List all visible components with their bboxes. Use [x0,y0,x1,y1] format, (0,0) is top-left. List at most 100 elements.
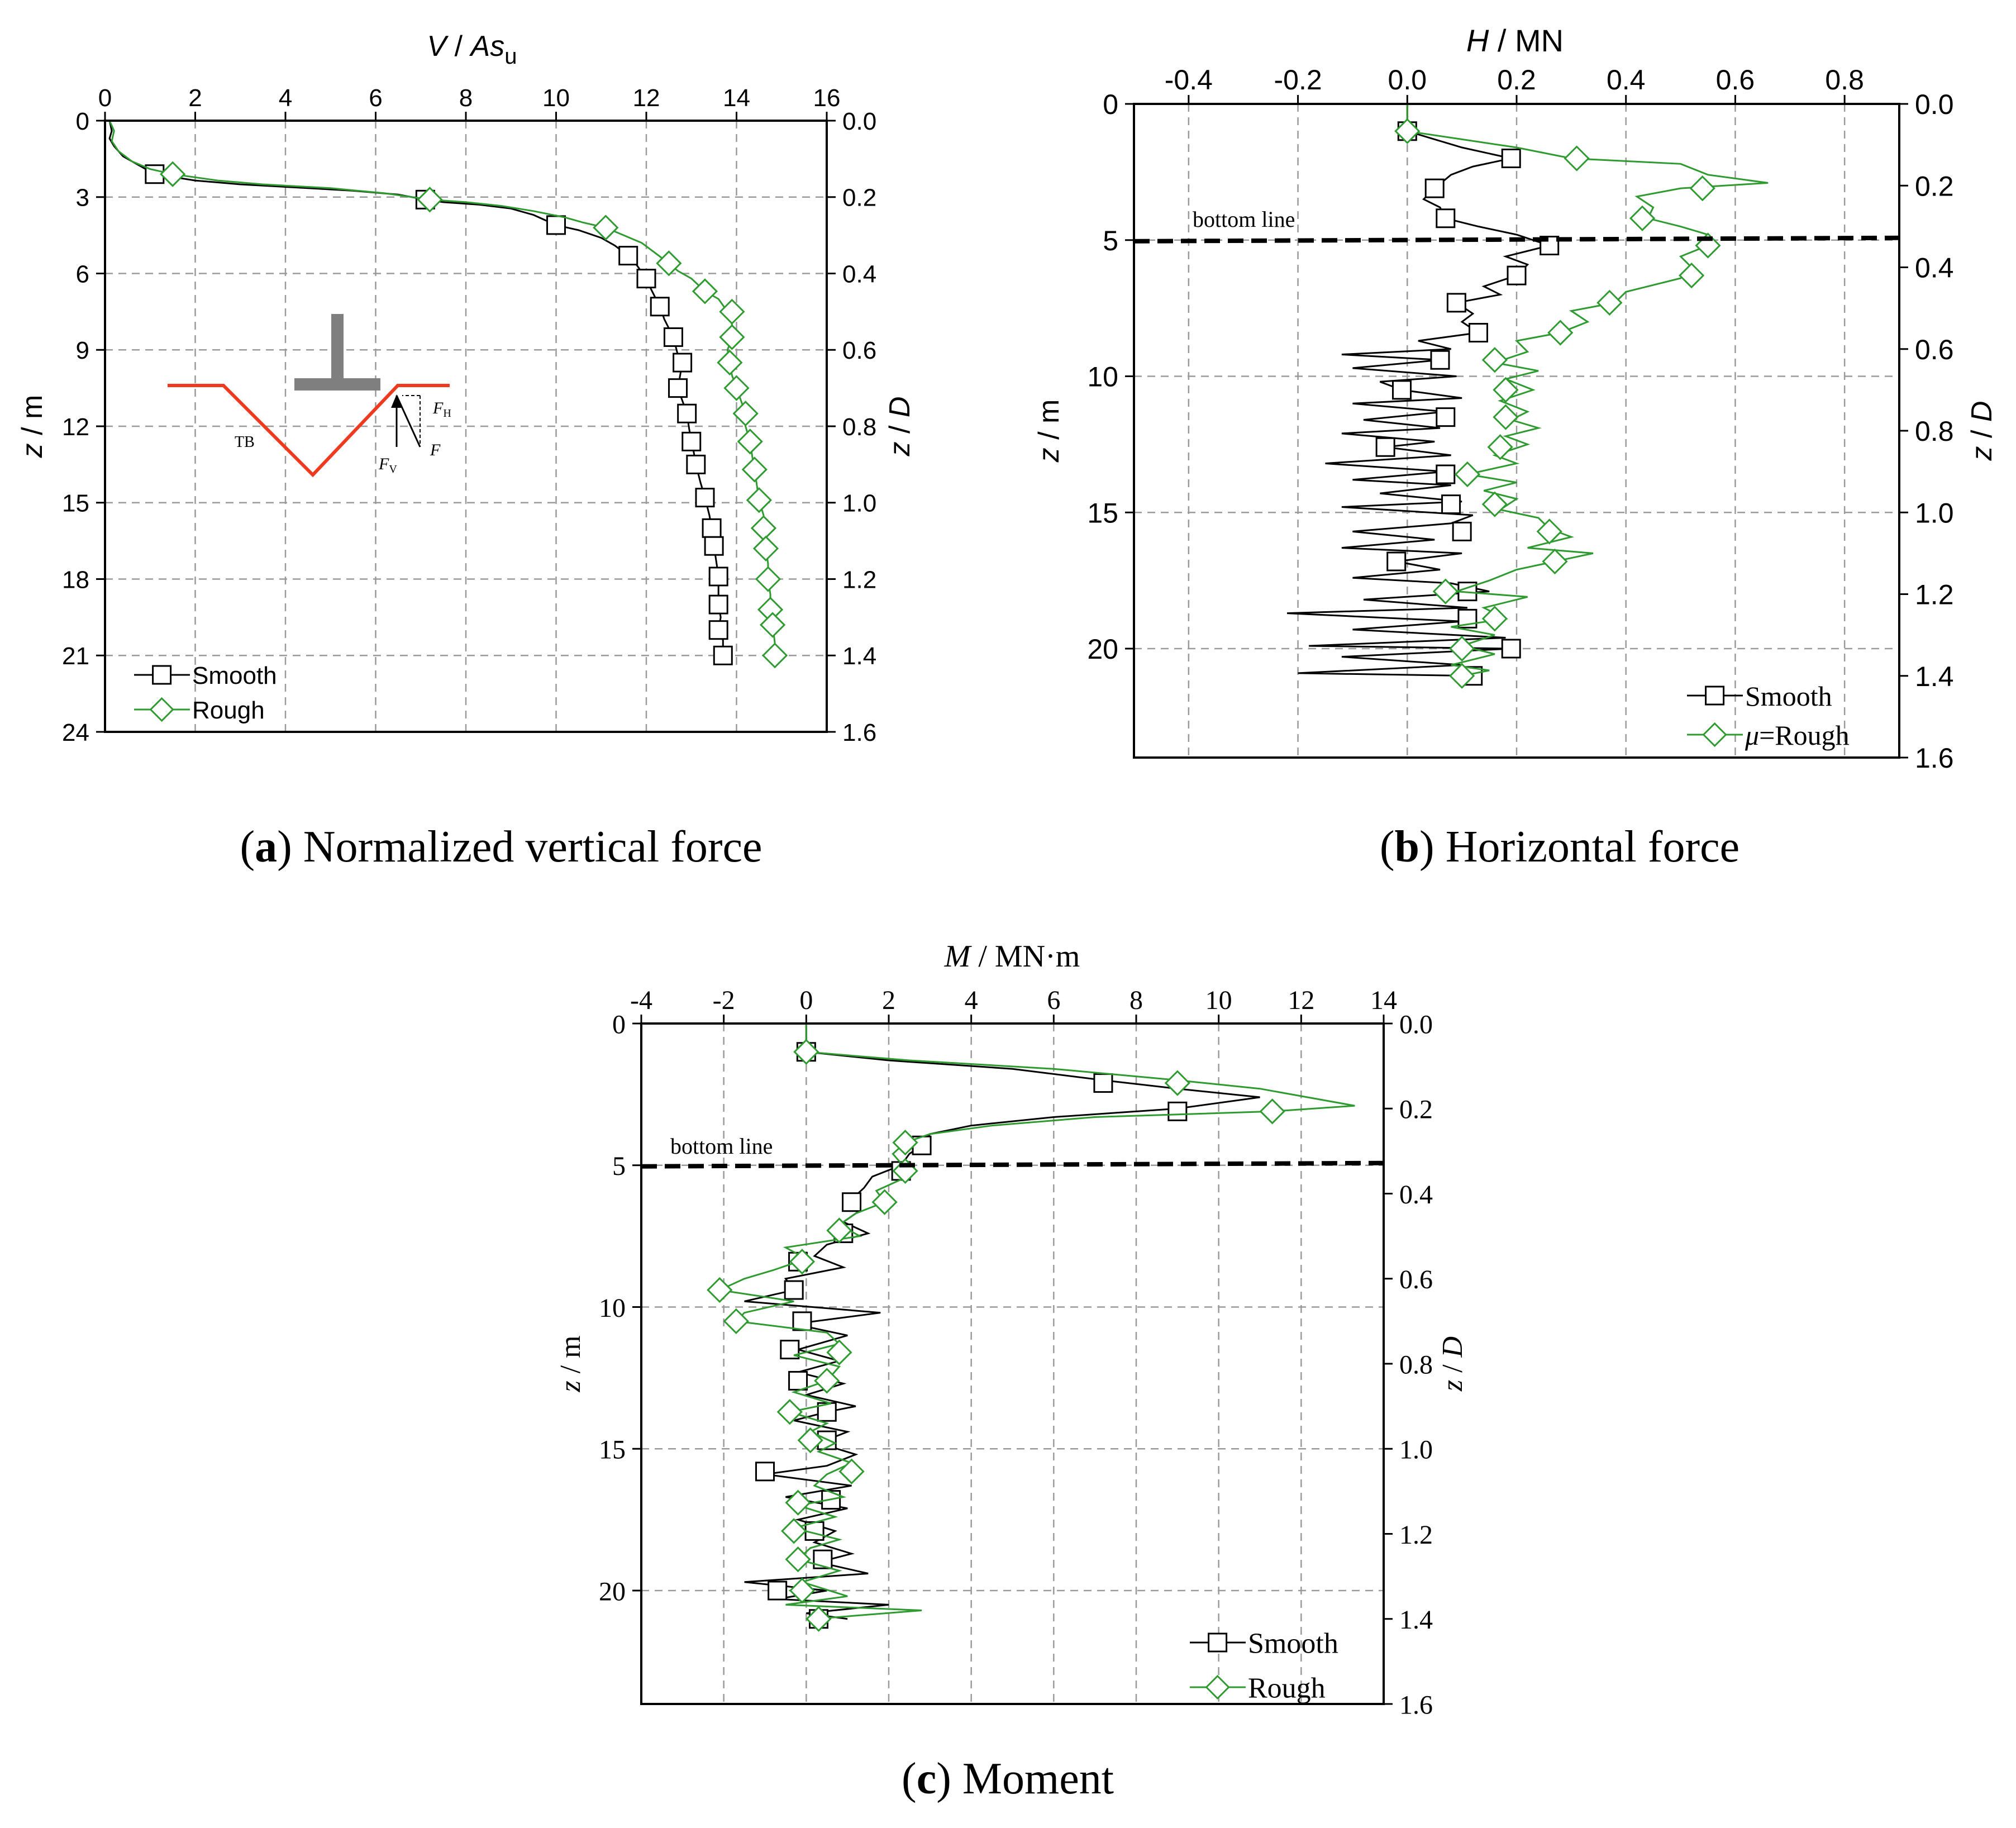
marker-rough [1493,377,1519,403]
inset-arrow-head [391,394,402,408]
left-tick-label: 15 [62,490,89,517]
left-tick-label: 3 [76,184,89,212]
marker-rough [723,1308,749,1334]
x-tick-label: 8 [1129,986,1143,1015]
series-line-rough [1406,104,1769,677]
legend-label-rough: Rough [1248,1673,1326,1705]
marker-rough [737,429,763,455]
marker-smooth [663,327,683,347]
marker-rough [826,1217,852,1244]
inset-label-fh-letter: F [432,399,444,417]
panel-a-right-label-sep: / [884,417,916,441]
marker-rough [732,401,759,427]
left-tick-label: 24 [62,719,89,746]
x-tick-label: 0.6 [1716,64,1755,96]
inset-label-tb: TB [235,434,255,451]
marker-rough [789,1577,816,1604]
panel-a-data [108,120,788,669]
marker-rough [892,1130,918,1156]
x-tick-label: 0.8 [1825,64,1864,96]
left-tick-label: 20 [1087,634,1118,665]
left-tick-label: 5 [612,1151,626,1181]
left-tick-label: 0 [612,1010,626,1039]
marker-smooth [842,1192,862,1212]
marker-smooth [702,518,722,538]
left-tick-label: 10 [599,1293,626,1323]
right-tick-label: 1.4 [842,642,876,670]
marker-rough [1481,491,1508,517]
x-tick-label: 8 [459,84,473,112]
panel-b-right-label-symbol2: D [1966,401,1998,422]
panel-b-caption: (b) Horizontal force [1380,822,1739,872]
left-tick-label: 0 [76,108,89,135]
marker-smooth [1436,407,1456,427]
marker-smooth [673,353,693,373]
right-tick-label: 1.2 [1915,579,1954,611]
marker-rough [1679,263,1705,289]
panel-c-x-label-unit: / MN·m [970,939,1080,974]
marker-rough [1689,175,1715,202]
right-tick-label: 0.0 [1399,1010,1433,1039]
left-tick-label: 20 [599,1577,626,1606]
panel-b-caption-letter: b [1395,822,1420,872]
legend-marker-smooth [1705,686,1725,706]
panel-c-bottom-line: bottom line [641,1134,1384,1169]
panel-c-left-label-unit: / m [555,1335,587,1380]
panel-a-caption-text: Normalized vertical force [292,822,762,872]
x-tick-label: -2 [713,986,735,1015]
x-tick-label: -0.2 [1274,64,1322,96]
marker-smooth [1392,380,1412,400]
marker-rough [719,298,745,325]
panel-a-x-label-symbol2: As [469,30,505,63]
panel-b-data [1286,104,1769,689]
x-tick-label: -0.4 [1165,64,1213,96]
x-tick-label: 10 [542,84,570,112]
left-tick-label: 12 [62,413,89,441]
left-tick-label: 5 [1103,225,1118,256]
marker-rough [1394,118,1421,144]
panel-b-caption-text: Horizontal force [1434,822,1739,872]
panel-c-left-axis-label: z / m [555,1335,587,1392]
left-tick-label: 15 [599,1435,626,1465]
right-tick-label: 0.8 [1399,1350,1433,1379]
panel-c-right-axis-label: z / D [1437,1336,1469,1392]
marker-smooth [708,620,728,640]
legend-label-smooth: Smooth [192,662,277,689]
right-tick-label: 1.2 [842,566,876,593]
right-tick-label: 0.4 [1915,253,1954,284]
panel-b-ticks: -0.4 -0.2 0.0 0.2 0.4 0.6 0.8 0 5 10 15 20 0.0 0.2 0.4… [1087,64,1953,774]
legend-label-text: =Rough [1759,720,1850,751]
marker-smooth [1507,265,1527,285]
marker-rough [746,487,772,513]
inset-label-fv: FV [378,455,397,475]
panel-a-x-label-subscript: u [504,44,517,69]
panel-c-grid [641,1024,1384,1704]
marker-rough [1629,205,1656,231]
marker-rough [871,1189,898,1215]
marker-rough [1481,347,1508,373]
marker-smooth [668,378,688,398]
marker-rough [707,1277,733,1303]
legend-label-rough: Rough [192,697,265,724]
marker-rough [1547,320,1574,346]
panel-b-x-label-unit: / MN [1489,23,1564,58]
panel-b-right-label-symbol: z [1966,446,1998,461]
panel-a-left-label-symbol: z [16,443,49,458]
marker-smooth [1446,293,1466,313]
marker-smooth [1441,494,1461,515]
panel-b-horizontal-force: -0.4 -0.2 0.0 0.2 0.4 0.6 0.8 0 5 10 15 20 0.0 0.2 0.4… [1033,23,1998,872]
panel-c-right-label-symbol: z [1437,1380,1469,1392]
panel-c-right-label-symbol2: D [1437,1336,1469,1358]
marker-rough [1564,145,1590,172]
panel-a-left-label-unit: / m [16,395,49,444]
marker-smooth [1469,323,1488,342]
left-tick-label: 18 [62,566,89,593]
legend-label-symbol: μ [1745,720,1759,751]
x-tick-label: -4 [630,986,652,1015]
right-tick-label: 0.0 [1915,89,1954,120]
marker-smooth [650,297,670,317]
marker-smooth [1436,208,1456,229]
right-tick-label: 1.0 [1399,1435,1433,1465]
marker-smooth [546,215,566,235]
marker-rough [656,250,682,277]
